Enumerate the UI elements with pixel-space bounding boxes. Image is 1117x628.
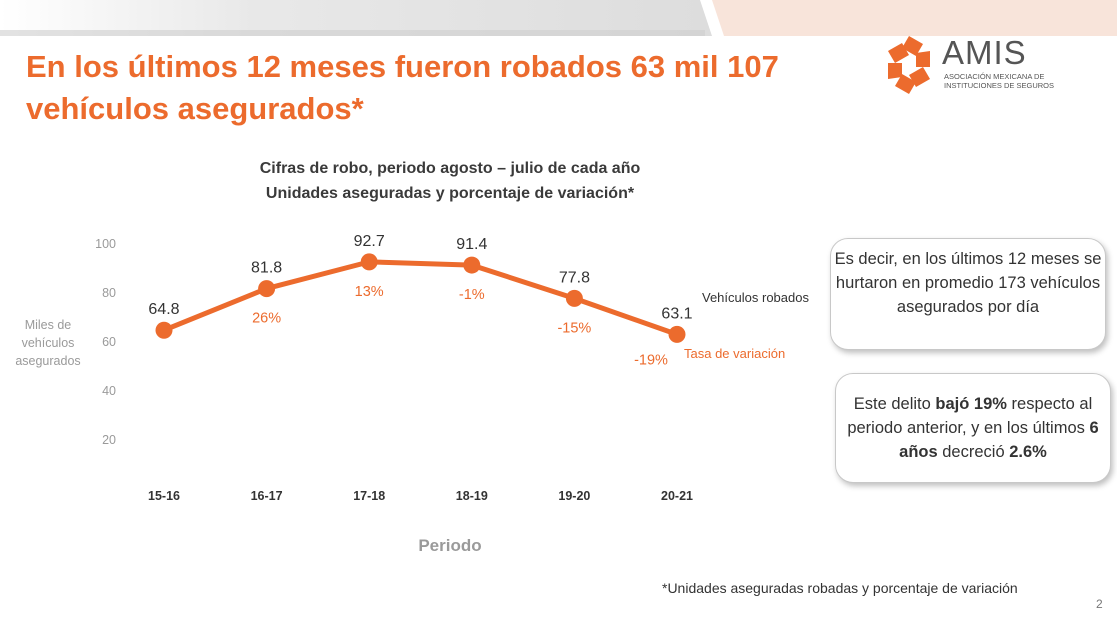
callout-highlight-2: 6 años (899, 419, 1099, 461)
chart-title: Cifras de robo, periodo agosto – julio d… (259, 160, 641, 177)
variation-rate-label: -15% (557, 320, 591, 336)
amis-logo-mark (888, 36, 930, 94)
y-axis-label: Miles de vehículos asegurados (15, 318, 81, 368)
data-value-label: 92.7 (354, 233, 385, 250)
data-point (565, 289, 583, 307)
data-value-label: 64.8 (148, 301, 179, 318)
y-tick-label: 40 (102, 384, 116, 398)
data-point (463, 256, 481, 274)
x-tick-label: 18-19 (456, 489, 488, 503)
x-tick-label: 16-17 (251, 489, 283, 503)
variation-rate-label: 13% (355, 284, 384, 300)
callout-text-1: Este delito (853, 395, 936, 413)
slide-title: En los últimos 12 meses fueron robados 6… (26, 49, 779, 126)
x-tick-label: 19-20 (558, 489, 590, 503)
chart-subtitle: Unidades aseguradas y porcentaje de vari… (265, 185, 635, 202)
series-label-tasa-variacion: Tasa de variación (684, 346, 785, 361)
logo-wordmark: AMIS (942, 34, 1027, 71)
data-value-label: 77.8 (559, 269, 590, 286)
x-tick-label: 17-18 (353, 489, 385, 503)
callout-daily-average: Es decir, en los últimos 12 meses se hur… (830, 238, 1106, 350)
line-chart: 20 40 60 80 100 15-16 16-17 17-18 18-19 19-20 20-2… (95, 233, 809, 503)
callout-highlight-1: bajó 19% (935, 395, 1007, 413)
data-value-label: 91.4 (456, 236, 487, 253)
callout-text-3: decreció (937, 443, 1010, 461)
x-tick-label: 20-21 (661, 489, 693, 503)
y-tick-label: 20 (102, 433, 116, 447)
chart-title-block: Cifras de robo, periodo agosto – julio d… (150, 156, 750, 206)
data-point (360, 253, 378, 271)
callout-text-2: respecto al periodo anterior, y en los ú… (847, 395, 1093, 437)
amis-logo: AMIS ASOCIACIÓN MEXICANA DE INSTITUCIONE… (878, 34, 1054, 96)
top-decorative-band (0, 0, 1117, 36)
x-tick-label: 15-16 (148, 489, 180, 503)
variation-rate-label: -19% (634, 352, 668, 368)
data-point (155, 321, 173, 339)
series-label-vehiculos-robados: Vehículos robados (702, 290, 809, 305)
x-axis-label: Periodo (418, 536, 482, 555)
y-tick-label: 60 (102, 335, 116, 349)
callout-highlight-3: 2.6% (1009, 443, 1047, 461)
data-value-label: 63.1 (661, 305, 692, 322)
data-point (668, 325, 686, 343)
data-point (258, 280, 276, 298)
page-number: 2 (1096, 597, 1103, 611)
footnote: *Unidades aseguradas robadas y porcentaj… (662, 580, 1018, 596)
variation-rate-label: 26% (252, 311, 281, 327)
data-value-label: 81.8 (251, 260, 282, 277)
series-line-vehiculos-robados (163, 259, 678, 337)
logo-subtitle: ASOCIACIÓN MEXICANA DE INSTITUCIONES DE … (944, 72, 1055, 90)
y-tick-label: 100 (95, 237, 116, 251)
callout-decrease: Este delito bajó 19% respecto al periodo… (835, 373, 1111, 483)
y-tick-label: 80 (102, 286, 116, 300)
variation-rate-label: -1% (459, 287, 485, 303)
